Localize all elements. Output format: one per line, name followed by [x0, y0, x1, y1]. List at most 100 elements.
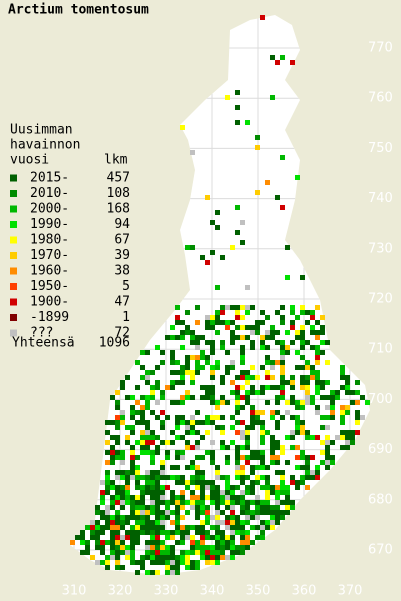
observation-square [210, 525, 215, 530]
observation-square [295, 330, 300, 335]
observation-square [165, 440, 170, 445]
observation-square [215, 320, 220, 325]
observation-square [140, 435, 145, 440]
observation-square [150, 510, 155, 515]
observation-square [245, 395, 250, 400]
observation-square [190, 505, 195, 510]
observation-square [235, 470, 240, 475]
observation-square [315, 465, 320, 470]
observation-square [125, 530, 130, 535]
legend-label: 1970- [30, 248, 69, 263]
observation-square [130, 465, 135, 470]
observation-square [215, 515, 220, 520]
observation-square [225, 525, 230, 530]
observation-square [145, 485, 150, 490]
observation-square [280, 390, 285, 395]
observation-square [200, 490, 205, 495]
observation-square [265, 475, 270, 480]
observation-square [125, 480, 130, 485]
observation-square [180, 560, 185, 565]
observation-square [230, 440, 235, 445]
observation-square [200, 555, 205, 560]
observation-square [140, 450, 145, 455]
observation-square [190, 420, 195, 425]
observation-square [260, 510, 265, 515]
observation-square [130, 525, 135, 530]
observation-square [170, 465, 175, 470]
observation-square [115, 470, 120, 475]
observation-square [150, 450, 155, 455]
observation-square [245, 310, 250, 315]
legend-swatch [10, 221, 17, 228]
observation-square [210, 450, 215, 455]
observation-square [210, 545, 215, 550]
observation-square [260, 365, 265, 370]
observation-square [260, 320, 265, 325]
observation-square [290, 435, 295, 440]
observation-square [210, 395, 215, 400]
observation-square [225, 320, 230, 325]
observation-square [190, 535, 195, 540]
observation-square [165, 550, 170, 555]
observation-square [245, 425, 250, 430]
observation-square [155, 400, 160, 405]
observation-square [275, 400, 280, 405]
observation-square [250, 385, 255, 390]
observation-square [140, 505, 145, 510]
observation-square [225, 370, 230, 375]
observation-square [100, 545, 105, 550]
observation-square [220, 550, 225, 555]
observation-square [230, 425, 235, 430]
observation-square [240, 360, 245, 365]
observation-square [120, 525, 125, 530]
observation-square [165, 560, 170, 565]
observation-square [230, 520, 235, 525]
observation-square [175, 565, 180, 570]
legend-heading: vuosi [10, 153, 49, 168]
observation-square [105, 485, 110, 490]
observation-square [195, 510, 200, 515]
observation-square [245, 335, 250, 340]
observation-square [200, 355, 205, 360]
y-coordinate: 740 [368, 191, 393, 206]
observation-square [160, 540, 165, 545]
observation-square [275, 470, 280, 475]
observation-square [145, 510, 150, 515]
observation-square [310, 435, 315, 440]
observation-square [240, 435, 245, 440]
observation-square [190, 460, 195, 465]
observation-square [95, 505, 100, 510]
observation-square [225, 95, 230, 100]
observation-square [155, 550, 160, 555]
observation-square [205, 545, 210, 550]
observation-square [115, 455, 120, 460]
observation-square [270, 525, 275, 530]
observation-square [235, 230, 240, 235]
observation-square [95, 540, 100, 545]
observation-square [115, 555, 120, 560]
legend-label: 2010- [30, 186, 69, 201]
observation-square [190, 330, 195, 335]
observation-square [200, 480, 205, 485]
observation-square [120, 475, 125, 480]
observation-square [305, 320, 310, 325]
observation-square [185, 325, 190, 330]
observation-square [90, 530, 95, 535]
observation-square [130, 500, 135, 505]
observation-square [230, 515, 235, 520]
observation-square [110, 395, 115, 400]
observation-square [220, 340, 225, 345]
observation-square [210, 385, 215, 390]
observation-square [95, 530, 100, 535]
observation-square [320, 350, 325, 355]
observation-square [265, 335, 270, 340]
observation-square [160, 425, 165, 430]
observation-square [225, 485, 230, 490]
observation-square [250, 465, 255, 470]
observation-square [125, 520, 130, 525]
observation-square [100, 510, 105, 515]
observation-square [120, 520, 125, 525]
observation-square [295, 365, 300, 370]
observation-square [295, 480, 300, 485]
